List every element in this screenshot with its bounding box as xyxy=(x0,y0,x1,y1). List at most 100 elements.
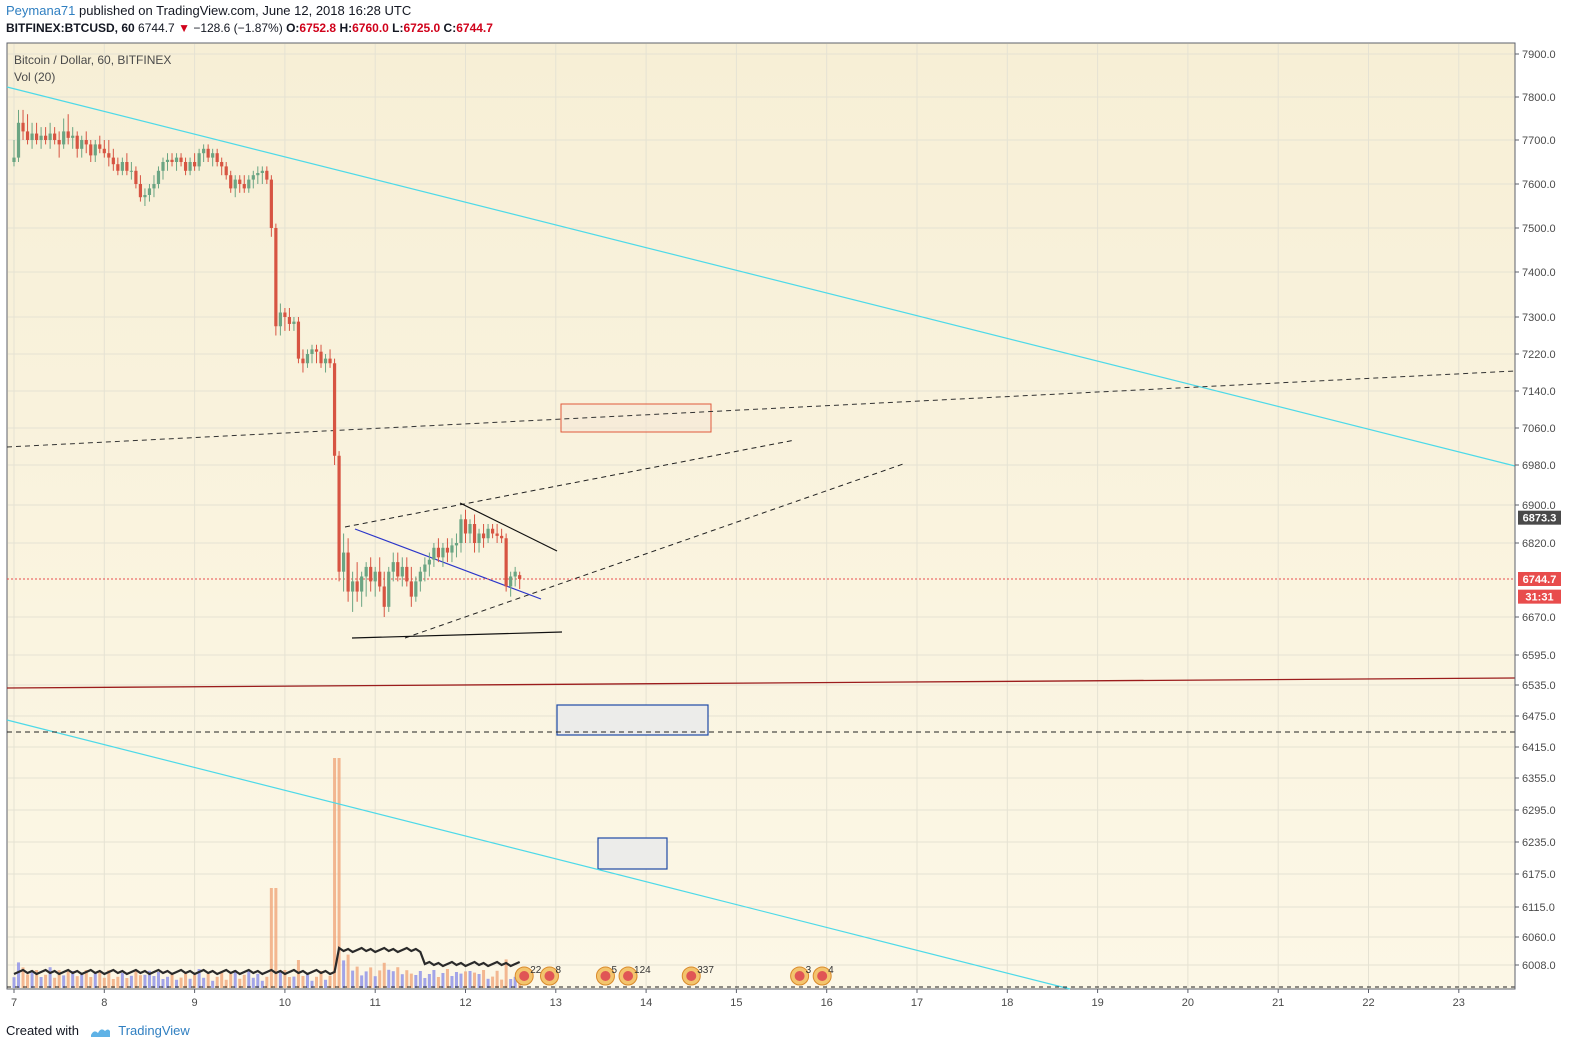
candle-body[interactable] xyxy=(220,162,224,167)
candle-body[interactable] xyxy=(138,184,143,198)
candle-body[interactable] xyxy=(450,545,454,553)
candle-body[interactable] xyxy=(341,552,346,572)
candle-body[interactable] xyxy=(143,195,147,198)
candle-body[interactable] xyxy=(39,135,43,140)
candle-body[interactable] xyxy=(202,148,206,154)
candle-body[interactable] xyxy=(287,317,292,324)
candle-body[interactable] xyxy=(387,571,391,607)
candle-body[interactable] xyxy=(44,135,48,140)
candle-body[interactable] xyxy=(34,133,39,140)
candle-body[interactable] xyxy=(247,179,251,189)
candle-body[interactable] xyxy=(509,576,513,587)
candle-body[interactable] xyxy=(296,321,301,359)
candle-body[interactable] xyxy=(71,135,75,138)
candle-body[interactable] xyxy=(165,159,170,162)
candle-body[interactable] xyxy=(490,528,495,534)
candle-body[interactable] xyxy=(463,519,468,534)
candle-body[interactable] xyxy=(314,349,319,352)
candle-body[interactable] xyxy=(211,153,215,158)
candle-body[interactable] xyxy=(265,170,269,180)
candle-body[interactable] xyxy=(80,140,84,149)
candle-body[interactable] xyxy=(445,547,450,553)
candle-body[interactable] xyxy=(215,153,219,162)
candle-body[interactable] xyxy=(102,148,106,154)
candle-body[interactable] xyxy=(405,566,409,582)
tradingview-link[interactable]: TradingView xyxy=(118,1023,190,1038)
candle-body[interactable] xyxy=(134,170,138,184)
candle-body[interactable] xyxy=(355,581,359,592)
candle-body[interactable] xyxy=(66,131,70,138)
candle-body[interactable] xyxy=(396,562,400,577)
candle-body[interactable] xyxy=(472,524,477,543)
candle-body[interactable] xyxy=(500,535,504,539)
price-chart[interactable]: 22 8 5 124 337 3 4 7900.0 7800.0 7700.0 7600.0 750… xyxy=(0,0,1593,1018)
candle-body[interactable] xyxy=(156,170,161,184)
candle-body[interactable] xyxy=(319,351,323,364)
candle-body[interactable] xyxy=(125,162,129,171)
author-link[interactable]: Peymana71 xyxy=(6,3,76,18)
candle-body[interactable] xyxy=(423,564,427,572)
candle-body[interactable] xyxy=(98,144,102,149)
candle-body[interactable] xyxy=(93,144,97,156)
candle-body[interactable] xyxy=(53,133,57,140)
price-axis[interactable]: 7900.0 7800.0 7700.0 7600.0 7500.0 7400.0 7300… xyxy=(1514,43,1561,989)
candle-body[interactable] xyxy=(84,140,88,145)
candle-body[interactable] xyxy=(481,533,486,539)
candle-body[interactable] xyxy=(518,575,522,579)
candle-body[interactable] xyxy=(188,162,192,171)
candle-body[interactable] xyxy=(278,312,282,327)
candle-body[interactable] xyxy=(197,153,201,167)
candle-body[interactable] xyxy=(495,533,499,536)
candle-body[interactable] xyxy=(346,552,350,592)
candle-body[interactable] xyxy=(373,571,377,582)
candle-body[interactable] xyxy=(242,184,246,189)
candle-body[interactable] xyxy=(432,547,436,560)
candle-body[interactable] xyxy=(111,157,115,165)
candle-body[interactable] xyxy=(337,455,341,572)
candle-body[interactable] xyxy=(382,586,386,607)
candle-body[interactable] xyxy=(193,162,197,167)
candle-body[interactable] xyxy=(351,581,355,592)
candle-body[interactable] xyxy=(328,358,332,364)
candle-body[interactable] xyxy=(233,179,237,189)
candle-body[interactable] xyxy=(57,140,61,145)
candle-body[interactable] xyxy=(206,148,210,158)
candle-body[interactable] xyxy=(360,576,364,592)
candle-body[interactable] xyxy=(238,179,242,184)
candle-body[interactable] xyxy=(16,122,21,158)
candle-body[interactable] xyxy=(305,354,310,364)
candle-body[interactable] xyxy=(292,321,296,324)
candle-body[interactable] xyxy=(179,157,183,162)
candle-body[interactable] xyxy=(251,175,255,180)
candle-body[interactable] xyxy=(427,559,431,565)
candle-body[interactable] xyxy=(229,175,233,189)
candle-body[interactable] xyxy=(301,358,305,364)
candle-body[interactable] xyxy=(409,581,413,597)
candle-body[interactable] xyxy=(21,122,25,132)
candle-body[interactable] xyxy=(400,566,404,577)
candle-body[interactable] xyxy=(364,566,368,577)
candle-body[interactable] xyxy=(256,173,260,176)
candle-body[interactable] xyxy=(418,571,422,582)
candle-body[interactable] xyxy=(378,571,382,587)
candle-body[interactable] xyxy=(107,153,111,158)
candle-body[interactable] xyxy=(477,533,481,544)
candle-body[interactable] xyxy=(89,144,93,156)
candle-body[interactable] xyxy=(224,166,228,176)
candle-body[interactable] xyxy=(174,157,179,162)
candle-body[interactable] xyxy=(12,157,16,162)
candle-body[interactable] xyxy=(170,159,174,162)
candle-body[interactable] xyxy=(260,170,264,173)
candle-body[interactable] xyxy=(441,547,445,558)
candle-body[interactable] xyxy=(274,228,278,327)
candle-body[interactable] xyxy=(152,184,156,189)
candle-body[interactable] xyxy=(30,133,34,140)
candle-body[interactable] xyxy=(62,131,66,145)
candle-body[interactable] xyxy=(504,538,508,587)
candle-body[interactable] xyxy=(161,162,165,171)
candle-body[interactable] xyxy=(459,519,463,543)
candle-body[interactable] xyxy=(147,188,152,195)
candle-body[interactable] xyxy=(120,162,124,171)
candle-body[interactable] xyxy=(25,131,30,140)
candle-body[interactable] xyxy=(283,312,287,318)
